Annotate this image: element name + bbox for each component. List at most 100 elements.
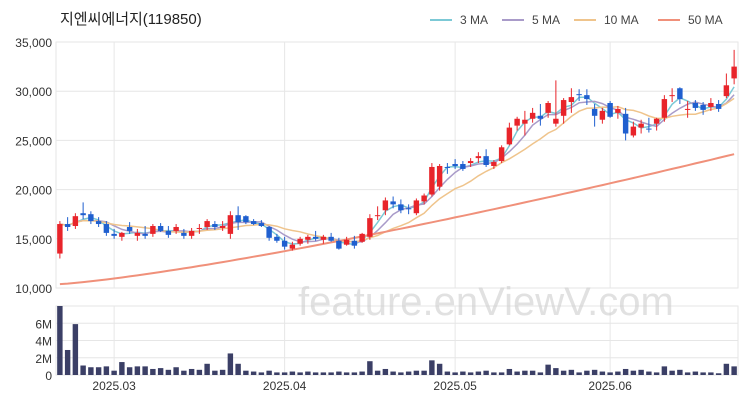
candle bbox=[584, 89, 590, 105]
volume-bar bbox=[336, 371, 342, 375]
ma-line-50 bbox=[59, 153, 735, 286]
candle-body bbox=[111, 233, 117, 236]
candle-body bbox=[421, 195, 427, 202]
volume-bar bbox=[258, 372, 265, 375]
candle-body bbox=[103, 224, 110, 233]
volume-bar bbox=[483, 370, 489, 375]
candle bbox=[452, 159, 458, 169]
candle bbox=[305, 234, 311, 244]
candle bbox=[134, 228, 141, 241]
candle bbox=[421, 193, 427, 205]
candle bbox=[173, 224, 179, 234]
candle-body bbox=[95, 221, 102, 225]
legend: 3 MA 5 MA 10 MA 50 MA bbox=[430, 13, 723, 27]
volume-bar bbox=[297, 372, 303, 375]
volume-bar bbox=[669, 370, 675, 375]
volume-bar bbox=[514, 371, 520, 375]
volume-bar bbox=[413, 370, 420, 375]
candle bbox=[607, 101, 613, 118]
candle-body bbox=[436, 165, 443, 187]
candle-body bbox=[150, 226, 156, 234]
volume-bar bbox=[212, 370, 218, 375]
volume-bar bbox=[72, 324, 79, 375]
candle bbox=[460, 161, 466, 171]
candle-body bbox=[677, 88, 683, 100]
volume-bar bbox=[522, 370, 528, 375]
candle-body bbox=[467, 161, 474, 164]
volume-bar bbox=[173, 367, 179, 375]
volume-bar bbox=[429, 360, 435, 375]
volume-bar bbox=[204, 363, 210, 375]
candle bbox=[88, 211, 94, 225]
candle-body bbox=[351, 240, 358, 246]
candle bbox=[545, 101, 551, 118]
volume-bar bbox=[157, 368, 164, 375]
candle-body bbox=[367, 218, 373, 237]
volume-bar bbox=[599, 371, 606, 375]
candle-body bbox=[413, 200, 420, 214]
candle-body bbox=[615, 108, 621, 113]
candle-body bbox=[560, 100, 567, 116]
volume-bar bbox=[320, 372, 327, 375]
candle-body bbox=[305, 236, 311, 240]
ma-line-5 bbox=[59, 94, 735, 244]
candle-body bbox=[274, 236, 280, 241]
candle-body bbox=[429, 166, 435, 195]
candle-body bbox=[219, 226, 226, 228]
candle bbox=[80, 202, 86, 220]
candle bbox=[405, 204, 412, 215]
candle-body bbox=[173, 226, 179, 231]
candle bbox=[367, 214, 373, 240]
candle bbox=[669, 88, 675, 103]
candle-body bbox=[64, 224, 71, 227]
volume-bar bbox=[560, 370, 567, 375]
volume-bar bbox=[274, 372, 280, 375]
volume-bar bbox=[235, 363, 241, 375]
volume-bar bbox=[305, 371, 311, 375]
volume-bar bbox=[467, 372, 474, 375]
volume-bar bbox=[188, 368, 195, 375]
volume-bar bbox=[630, 370, 637, 375]
candle-body bbox=[235, 215, 241, 223]
candle bbox=[514, 116, 520, 131]
candle bbox=[467, 158, 474, 167]
volume-bar bbox=[80, 365, 86, 375]
volume-bar bbox=[289, 371, 296, 375]
grid bbox=[55, 41, 739, 376]
candle bbox=[312, 230, 319, 241]
candle bbox=[684, 101, 691, 118]
candle-body bbox=[196, 227, 203, 229]
candle-body bbox=[119, 232, 125, 237]
volume-tick-label: 0 bbox=[45, 369, 52, 383]
candle bbox=[638, 119, 644, 134]
candle bbox=[142, 226, 148, 239]
candle bbox=[274, 233, 280, 243]
candle-body bbox=[715, 103, 722, 109]
candle bbox=[266, 226, 272, 241]
volume-bar bbox=[677, 369, 683, 375]
candle bbox=[258, 220, 265, 227]
candle bbox=[320, 234, 327, 244]
candle bbox=[483, 149, 489, 167]
candle-body bbox=[700, 104, 706, 110]
candle-body bbox=[258, 223, 265, 227]
candle bbox=[126, 222, 133, 234]
volume-bar bbox=[436, 363, 443, 375]
candle-body bbox=[661, 99, 668, 118]
candle bbox=[646, 117, 652, 133]
volume-bar bbox=[591, 369, 598, 375]
candle bbox=[413, 198, 420, 216]
candle-body bbox=[591, 108, 598, 116]
candle bbox=[343, 236, 350, 246]
candle-body bbox=[599, 110, 606, 120]
candle-body bbox=[165, 230, 172, 235]
volume-bar bbox=[103, 366, 110, 375]
candle-body bbox=[576, 94, 582, 96]
candle-body bbox=[584, 95, 590, 100]
volume-bar bbox=[351, 372, 358, 375]
volume-bars bbox=[57, 306, 737, 375]
price-tick-label: 25,000 bbox=[15, 134, 52, 148]
volume-bar bbox=[181, 370, 187, 375]
volume-bar bbox=[312, 372, 319, 375]
candle bbox=[250, 219, 257, 226]
